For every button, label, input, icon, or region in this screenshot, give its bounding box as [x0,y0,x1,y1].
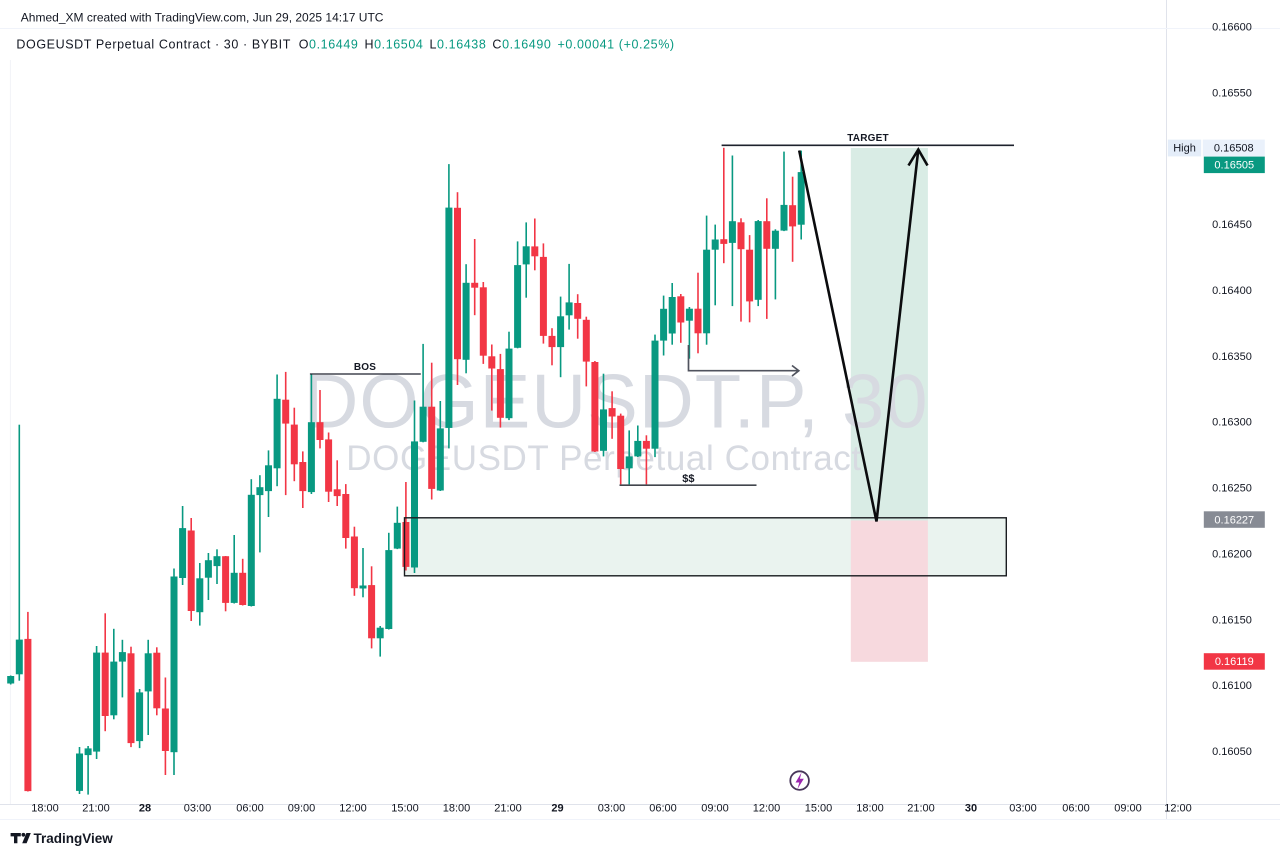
svg-text:0.16400: 0.16400 [1212,285,1252,297]
svg-text:21:00: 21:00 [82,803,110,815]
svg-text:18:00: 18:00 [31,803,59,815]
svg-text:DOGEUSDT.P, 30: DOGEUSDT.P, 30 [303,360,928,445]
svg-text:03:00: 03:00 [598,803,626,815]
svg-text:09:00: 09:00 [701,803,729,815]
svg-text:0.16227: 0.16227 [1214,514,1254,526]
svg-text:21:00: 21:00 [494,803,522,815]
svg-text:High: High [1173,143,1196,155]
svg-text:21:00: 21:00 [907,803,935,815]
svg-text:06:00: 06:00 [1062,803,1090,815]
svg-text:18:00: 18:00 [443,803,471,815]
svg-text:0.16200: 0.16200 [1212,548,1252,560]
svg-text:Ahmed_XM created with TradingV: Ahmed_XM created with TradingView.com, J… [21,11,384,25]
svg-text:12:00: 12:00 [339,803,367,815]
svg-text:0.16508: 0.16508 [1214,143,1254,155]
svg-text:0.16550: 0.16550 [1212,88,1252,100]
svg-text:TradingView: TradingView [34,831,114,846]
svg-text:$$: $$ [682,473,694,485]
svg-text:06:00: 06:00 [236,803,264,815]
svg-text:0.16300: 0.16300 [1212,417,1252,429]
svg-text:12:00: 12:00 [1164,803,1192,815]
svg-text:18:00: 18:00 [856,803,884,815]
svg-text:09:00: 09:00 [288,803,316,815]
svg-text:0.16100: 0.16100 [1212,680,1252,692]
svg-text:09:00: 09:00 [1114,803,1142,815]
svg-text:0.16250: 0.16250 [1212,483,1252,495]
svg-text:15:00: 15:00 [391,803,419,815]
svg-text:0.16119: 0.16119 [1215,656,1254,668]
svg-text:15:00: 15:00 [805,803,833,815]
svg-text:0.16600: 0.16600 [1212,22,1252,34]
svg-text:06:00: 06:00 [649,803,677,815]
svg-text:03:00: 03:00 [184,803,212,815]
svg-text:29: 29 [551,803,563,815]
svg-text:12:00: 12:00 [753,803,781,815]
svg-text:0.16450: 0.16450 [1212,219,1252,231]
svg-text:0.16050: 0.16050 [1212,746,1252,758]
svg-text:0.16505: 0.16505 [1214,160,1254,172]
svg-text:03:00: 03:00 [1009,803,1037,815]
svg-text:30: 30 [965,803,977,815]
svg-text:TARGET: TARGET [847,133,889,144]
svg-text:28: 28 [139,803,151,815]
svg-text:0.16350: 0.16350 [1212,351,1252,363]
svg-text:0.16150: 0.16150 [1212,614,1252,626]
svg-text:DOGEUSDT Perpetual Contract ·: DOGEUSDT Perpetual Contract · 30 · BYBIT… [16,38,674,52]
svg-text:BOS: BOS [354,362,376,373]
